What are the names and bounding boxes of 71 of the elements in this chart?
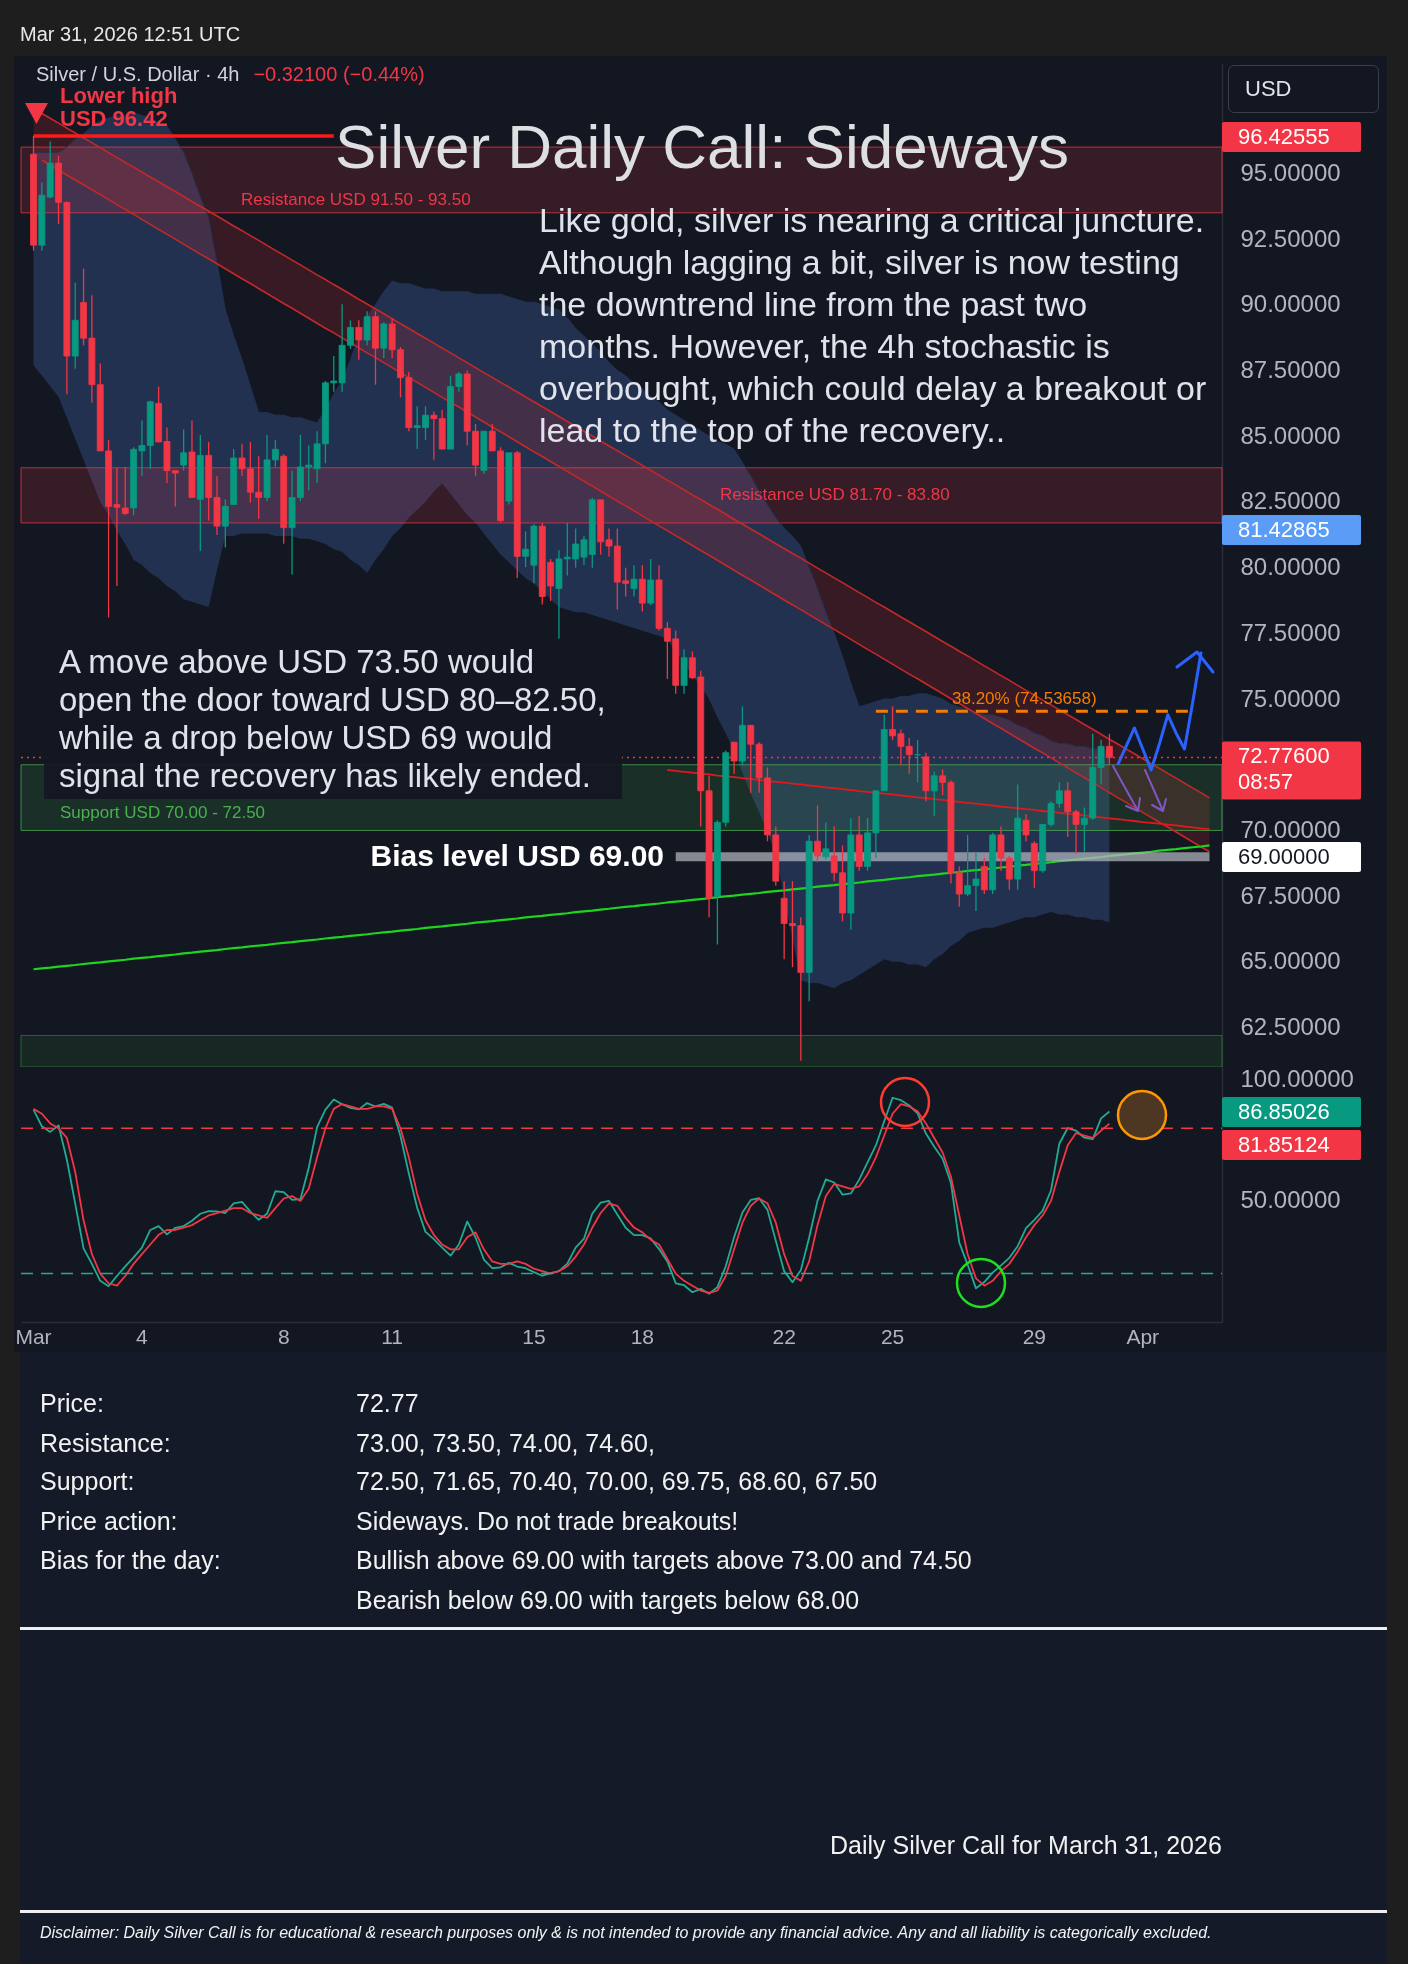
chart-subtitle: Silver / U.S. Dollar · 4h bbox=[36, 62, 240, 86]
text: Bias for the day: bbox=[40, 1545, 221, 1575]
y-tick-label: 87.50000 bbox=[1240, 356, 1341, 384]
text: 86.85026 bbox=[1222, 1096, 1361, 1127]
candlestick bbox=[221, 498, 229, 549]
text: 72.50, 71.65, 70.40, 70.00, 69.75, 68.60, 67.50 bbox=[356, 1466, 878, 1496]
text: Resistance: bbox=[40, 1428, 171, 1458]
y-tick-label: 70.00000 bbox=[1240, 815, 1341, 843]
text: 81.42865 bbox=[1222, 515, 1361, 545]
text: Bullish above 69.00 with targets above 73.00 and 74.50 bbox=[356, 1545, 972, 1575]
candlestick bbox=[355, 319, 363, 361]
candlestick bbox=[363, 310, 371, 346]
y-tick-label: 65.00000 bbox=[1240, 947, 1341, 975]
band-label: Support USD 70.00 - 72.50 bbox=[60, 803, 266, 823]
band-label: Resistance USD 91.50 - 93.50 bbox=[241, 189, 471, 209]
text: Support: bbox=[40, 1466, 135, 1496]
text: 69.00000 bbox=[1222, 841, 1361, 872]
y-tick-label: 92.50000 bbox=[1240, 224, 1341, 252]
candlestick bbox=[930, 770, 938, 817]
y-tick-label: 75.00000 bbox=[1240, 684, 1341, 712]
y-tick-label: 50.00000 bbox=[1240, 1186, 1341, 1214]
text: 81.85124 bbox=[1222, 1130, 1361, 1160]
y-tick-label: 77.50000 bbox=[1240, 618, 1341, 646]
text: Disclaimer: Daily Silver Call is for educational & research purposes only & is not intended to provide any financial advice. Any and all liability is categorically excluded. bbox=[40, 1923, 1212, 1943]
text: 73.00, 73.50, 74.00, 74.60, bbox=[356, 1428, 655, 1458]
x-tick-label: 18 bbox=[630, 1324, 655, 1348]
x-tick-label: Apr bbox=[1126, 1324, 1160, 1348]
x-tick-label: 11 bbox=[381, 1324, 404, 1348]
candlestick bbox=[647, 558, 655, 606]
text: 96.42555 bbox=[1222, 121, 1361, 152]
y-tick-label: 100.00000 bbox=[1240, 1065, 1354, 1093]
line-series bbox=[1116, 650, 1203, 772]
text: 72.77 bbox=[356, 1388, 419, 1418]
candlestick bbox=[814, 804, 821, 863]
x-tick-label: 15 bbox=[522, 1324, 546, 1348]
ref-line-label: 72.77600 08:57 bbox=[1238, 743, 1330, 795]
annotation: A move above USD 73.50 would open the door toward USD 80–82.50, while a drop below USD 69 would signal the recovery has likely ended. bbox=[44, 641, 622, 799]
y-tick-label: 80.00000 bbox=[1240, 553, 1341, 581]
x-tick-label: 25 bbox=[880, 1324, 905, 1348]
text: Price action: bbox=[40, 1506, 178, 1536]
x-tick-label: 8 bbox=[277, 1324, 290, 1348]
annotation: −0.32100 (−0.44%) bbox=[253, 62, 425, 86]
x-tick-label: 22 bbox=[772, 1324, 796, 1348]
candlestick bbox=[630, 564, 638, 598]
text: Silver Daily Call: Sideways bbox=[335, 112, 1069, 181]
y-tick-label: 62.50000 bbox=[1240, 1013, 1341, 1041]
line-series bbox=[666, 769, 1211, 831]
y-tick-label: 85.00000 bbox=[1240, 421, 1341, 449]
candlestick bbox=[1022, 813, 1030, 842]
text: Sideways. Do not trade breakouts! bbox=[356, 1506, 739, 1536]
x-tick-label: Mar bbox=[15, 1324, 52, 1348]
line-series bbox=[32, 844, 1211, 971]
currency-button: USD bbox=[1228, 65, 1379, 113]
candlestick bbox=[638, 564, 646, 613]
text: Mar 31, 2026 12:51 UTC bbox=[20, 22, 241, 47]
candlestick bbox=[822, 821, 830, 861]
text: Daily Silver Call for March 31, 2026 bbox=[830, 1830, 1222, 1860]
candlestick bbox=[980, 857, 988, 895]
candlestick bbox=[430, 410, 438, 461]
x-tick-label: 29 bbox=[1022, 1324, 1047, 1348]
y-tick-label: 67.50000 bbox=[1240, 881, 1341, 909]
y-tick-label: 90.00000 bbox=[1240, 290, 1341, 318]
y-tick-label: 95.00000 bbox=[1240, 158, 1341, 186]
annotation: Bias level USD 69.00 bbox=[370, 838, 664, 874]
x-tick-label: 4 bbox=[136, 1324, 149, 1348]
y-tick-label: 82.50000 bbox=[1240, 487, 1341, 515]
band-label: Resistance USD 81.70 - 83.80 bbox=[720, 485, 950, 505]
text: Price: bbox=[40, 1388, 104, 1418]
annotation: Lower high USD 96.42 bbox=[60, 83, 178, 132]
text: Bearish below 69.00 with targets below 68.00 bbox=[356, 1585, 860, 1615]
candlestick bbox=[180, 428, 188, 472]
